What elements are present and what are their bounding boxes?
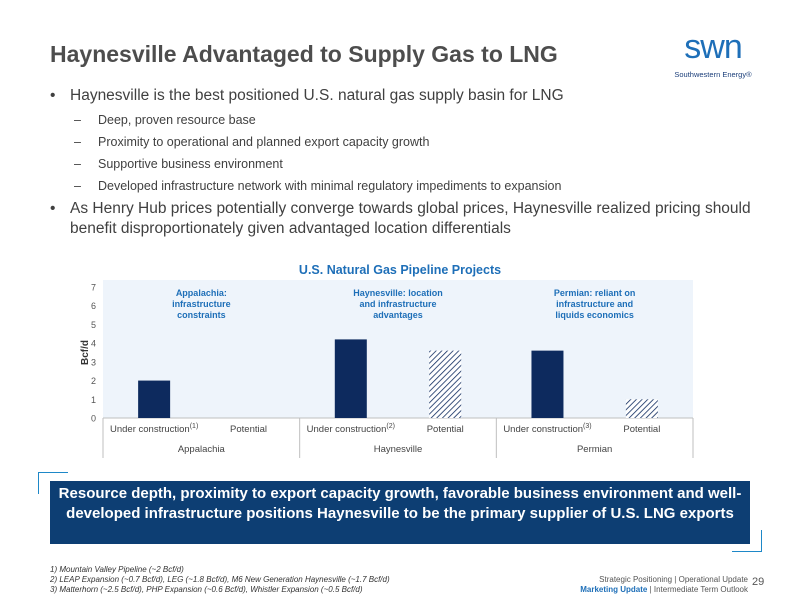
y-tick-label: 4 bbox=[91, 339, 96, 349]
bar-category-label: Potential bbox=[427, 424, 464, 435]
group-annotation: Permian: reliant on bbox=[554, 288, 636, 298]
group-annotation: advantages bbox=[373, 310, 423, 320]
footer-line-1: Strategic Positioning | Operational Upda… bbox=[599, 575, 748, 584]
footer-active-section: Marketing Update bbox=[580, 585, 648, 594]
sub-bullet-text: Proximity to operational and planned exp… bbox=[98, 135, 430, 149]
chart-title: U.S. Natural Gas Pipeline Projects bbox=[298, 263, 502, 277]
group-annotation: Appalachia: bbox=[176, 288, 227, 298]
sub-bullet-item: – Developed infrastructure network with … bbox=[50, 179, 760, 194]
pipeline-projects-chart: 0 1 2 3 4 5 6 7 Bcf/d Appalachia:infrastructureco… bbox=[80, 280, 694, 458]
group-annotation: and infrastructure bbox=[359, 299, 436, 309]
sub-bullet-marker: – bbox=[74, 113, 81, 127]
bar-category-label: Under construction(3) bbox=[503, 423, 591, 435]
bullet-marker: • bbox=[50, 200, 56, 217]
group-annotation: constraints bbox=[177, 310, 226, 320]
sub-bullet-item: – Deep, proven resource base bbox=[50, 113, 760, 128]
chart-plot-area bbox=[103, 280, 693, 418]
footnote: 1) Mountain Valley Pipeline (~2 Bcf/d) bbox=[50, 565, 184, 574]
y-tick-label: 5 bbox=[91, 320, 96, 330]
y-tick-label: 7 bbox=[91, 283, 96, 293]
y-tick-label: 3 bbox=[91, 357, 96, 367]
bar-haynesville bbox=[429, 350, 462, 418]
bar-permian bbox=[625, 399, 658, 418]
group-label: Appalachia bbox=[178, 444, 226, 455]
footer-line-2-rest: | Intermediate Term Outlook bbox=[647, 585, 748, 594]
y-tick-label: 0 bbox=[91, 414, 96, 424]
page-title: Haynesville Advantaged to Supply Gas to … bbox=[50, 41, 558, 67]
bar-category-label: Potential bbox=[230, 424, 267, 435]
y-tick-label: 1 bbox=[91, 395, 96, 405]
sub-bullet-text: Supportive business environment bbox=[98, 157, 283, 171]
bullet-list: • Haynesville is the best positioned U.S… bbox=[50, 86, 760, 239]
sub-bullet-text: Developed infrastructure network with mi… bbox=[98, 179, 562, 193]
y-tick-label: 6 bbox=[91, 301, 96, 311]
bar-haynesville bbox=[334, 339, 367, 418]
sub-bullet-marker: – bbox=[74, 179, 81, 193]
bullet-text: As Henry Hub prices potentially converge… bbox=[70, 200, 751, 237]
bar-appalachia bbox=[138, 380, 171, 418]
y-tick-label: 2 bbox=[91, 376, 96, 386]
group-annotation: liquids economics bbox=[555, 310, 634, 320]
key-takeaway-callout: Resource depth, proximity to export capa… bbox=[50, 481, 750, 544]
group-label: Haynesville bbox=[374, 444, 423, 455]
sub-bullet-item: – Supportive business environment bbox=[50, 157, 760, 172]
swn-logo: swn Southwestern Energy® bbox=[663, 30, 763, 86]
bullet-marker: • bbox=[50, 87, 56, 104]
bullet-item: • As Henry Hub prices potentially conver… bbox=[50, 199, 760, 239]
footnote-ref: (3) bbox=[583, 423, 592, 430]
bar-category-label: Under construction(2) bbox=[307, 423, 395, 435]
sub-bullet-text: Deep, proven resource base bbox=[98, 113, 256, 127]
bar-category-label: Under construction(1) bbox=[110, 423, 198, 435]
footnote-ref: (2) bbox=[386, 423, 395, 430]
footnote: 3) Matterhorn (~2.5 Bcf/d), PHP Expansio… bbox=[50, 585, 363, 594]
footnote-ref: (1) bbox=[190, 423, 199, 430]
bar-category-label: Potential bbox=[623, 424, 660, 435]
sub-bullet-item: – Proximity to operational and planned e… bbox=[50, 135, 760, 150]
footnote: 2) LEAP Expansion (~0.7 Bcf/d), LEG (~1.… bbox=[50, 575, 390, 584]
group-annotation: infrastructure and bbox=[556, 299, 633, 309]
group-label: Permian bbox=[577, 444, 612, 455]
bullet-text: Haynesville is the best positioned U.S. … bbox=[70, 87, 564, 104]
sub-bullet-marker: – bbox=[74, 135, 81, 149]
logo-subtitle: Southwestern Energy® bbox=[674, 70, 752, 79]
page-number: 29 bbox=[752, 576, 765, 588]
group-annotation: Haynesville: location bbox=[353, 288, 443, 298]
group-annotation: infrastructure bbox=[172, 299, 231, 309]
y-axis-label: Bcf/d bbox=[80, 340, 91, 365]
bullet-item: • Haynesville is the best positioned U.S… bbox=[50, 86, 760, 106]
bar-permian bbox=[531, 350, 564, 418]
logo-wordmark: swn bbox=[684, 28, 742, 66]
footer-nav: Strategic Positioning | Operational Upda… bbox=[580, 575, 748, 595]
footer-line-2: Marketing Update | Intermediate Term Out… bbox=[580, 585, 748, 595]
sub-bullet-marker: – bbox=[74, 157, 81, 171]
footnotes: 1) Mountain Valley Pipeline (~2 Bcf/d) 2… bbox=[50, 565, 390, 595]
